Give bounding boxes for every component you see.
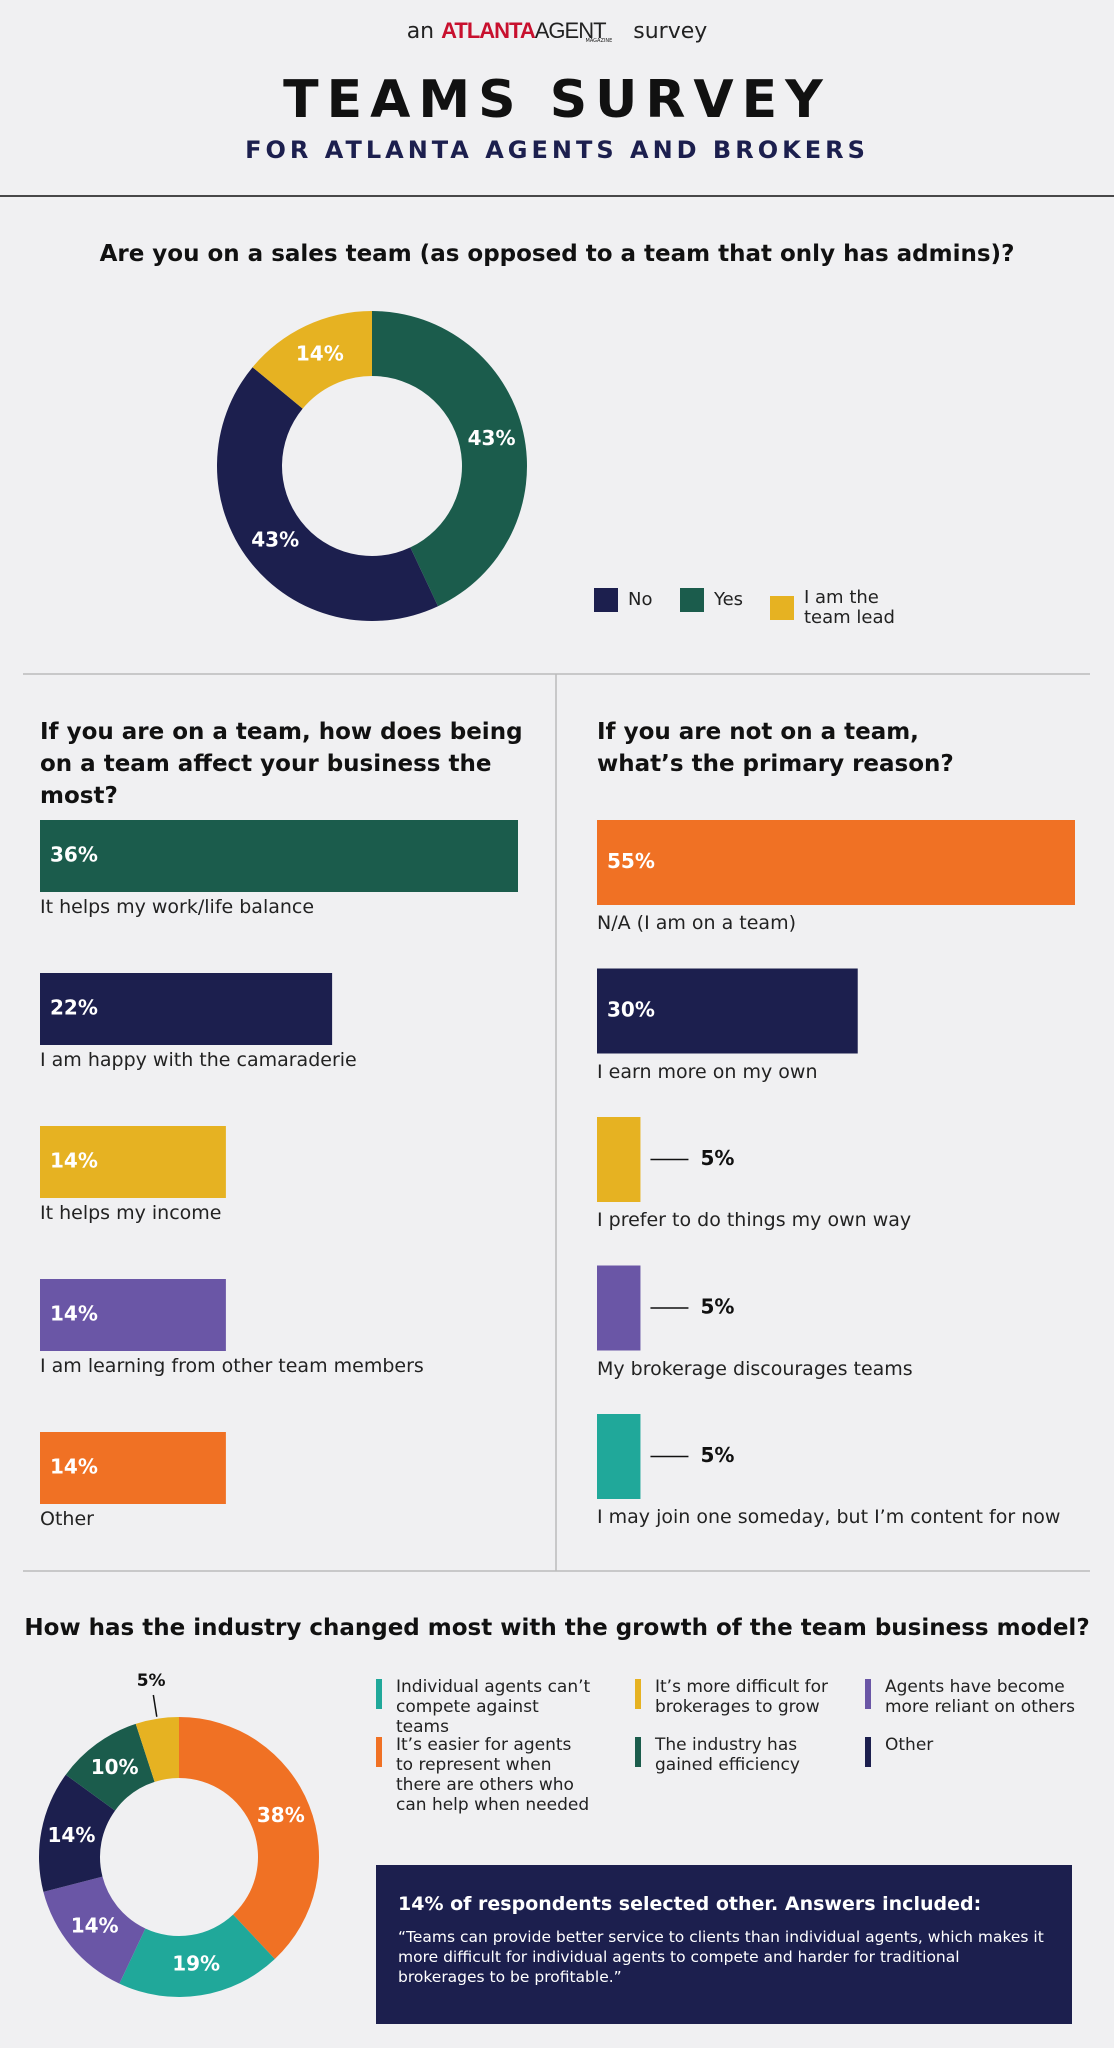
value-label: 14% bbox=[48, 1823, 96, 1847]
value-label: 14% bbox=[50, 1149, 98, 1173]
legend-label: Other bbox=[885, 1735, 934, 1755]
bar bbox=[597, 1414, 641, 1499]
legend-label: The industry has gained efficiency bbox=[655, 1735, 800, 1775]
legend-item: Other bbox=[865, 1735, 1080, 1767]
donut-segment bbox=[135, 1717, 179, 1782]
suffix: survey bbox=[633, 19, 708, 44]
value-label: 5% bbox=[700, 1443, 734, 1467]
category-label: I am happy with the camaraderie bbox=[40, 1049, 357, 1071]
brand: ATLANTA bbox=[441, 18, 536, 43]
category-label: I earn more on my own bbox=[597, 1060, 818, 1083]
value-label: 5% bbox=[700, 1295, 734, 1319]
chart-title: If you are not on a team, what’s the pri… bbox=[597, 719, 954, 777]
value-label: 14% bbox=[71, 1913, 119, 1937]
donut-segment bbox=[119, 1914, 275, 1998]
category-label: It helps my income bbox=[40, 1202, 222, 1224]
legend-label: No bbox=[628, 589, 653, 610]
bar bbox=[597, 1117, 641, 1202]
legend-item: I am the team lead bbox=[770, 588, 904, 628]
chart-title: How has the industry changed most with t… bbox=[24, 1615, 1090, 1641]
donut-segment bbox=[43, 1876, 146, 1984]
donut-segment bbox=[252, 311, 372, 409]
donut-segment bbox=[217, 367, 438, 621]
value-label: 43% bbox=[251, 528, 299, 552]
category-label: My brokerage discourages teams bbox=[597, 1357, 913, 1380]
chart-title: Are you on a sales team (as opposed to a… bbox=[99, 241, 1015, 267]
legend-swatch bbox=[770, 596, 794, 620]
legend-item: The industry has gained efficiency bbox=[635, 1735, 850, 1775]
bar bbox=[40, 973, 333, 1045]
value-label: 38% bbox=[257, 1803, 305, 1827]
brand: AGENT bbox=[534, 18, 607, 43]
legend-item: No bbox=[594, 588, 652, 612]
legend-item: It’s easier for agents to represent when… bbox=[376, 1735, 591, 1815]
brand-line: an ATLANTAAGENTMAGAZINE survey bbox=[0, 18, 1114, 44]
value-label: 36% bbox=[50, 843, 98, 867]
legend-label: I am the team lead bbox=[804, 587, 895, 628]
legend-item: Individual agents can’t compete against … bbox=[376, 1677, 591, 1737]
legend-label: Agents have become more reliant on other… bbox=[885, 1677, 1075, 1717]
legend-label: Yes bbox=[714, 589, 744, 610]
value-label: 5% bbox=[700, 1146, 734, 1170]
category-label: Other bbox=[40, 1508, 94, 1530]
legend-swatch bbox=[680, 588, 704, 612]
category-label: I am learning from other team members bbox=[40, 1355, 424, 1377]
legend-item: Yes bbox=[680, 588, 743, 612]
legend-swatch bbox=[865, 1737, 871, 1767]
legend-swatch bbox=[376, 1679, 382, 1709]
legend-label: It’s more difficult for brokerages to gr… bbox=[655, 1677, 829, 1717]
donut-segment bbox=[65, 1723, 155, 1811]
legend-swatch bbox=[594, 588, 618, 612]
value-label: 5% bbox=[137, 1671, 166, 1691]
bar bbox=[40, 1279, 226, 1351]
value-label: 19% bbox=[172, 1952, 220, 1976]
value-label: 22% bbox=[50, 996, 98, 1020]
chart-title: If you are on a team, how does being on … bbox=[40, 719, 523, 809]
note-box: 14% of respondents selected other. Answe… bbox=[376, 1865, 1072, 2024]
donut-segment bbox=[38, 1774, 116, 1892]
bar bbox=[40, 820, 518, 892]
value-label: 14% bbox=[296, 342, 344, 366]
brand-tag: MAGAZINE bbox=[585, 38, 613, 44]
category-label: N/A (I am on a team) bbox=[597, 912, 796, 934]
value-label: 14% bbox=[50, 1302, 98, 1326]
donut-segment bbox=[179, 1717, 319, 1960]
prefix: an bbox=[406, 19, 435, 44]
note-title: 14% of respondents selected other. Answe… bbox=[398, 1893, 982, 1915]
category-label: I prefer to do things my own way bbox=[597, 1209, 912, 1231]
value-label: 55% bbox=[607, 849, 655, 873]
legend-swatch bbox=[635, 1679, 641, 1709]
bar bbox=[597, 820, 1075, 905]
bar bbox=[40, 1126, 226, 1198]
note-text: “Teams can provide better service to cli… bbox=[398, 1928, 1044, 1986]
bar bbox=[597, 968, 858, 1054]
donut-segment bbox=[372, 311, 527, 607]
bar bbox=[597, 1265, 641, 1351]
value-label: 30% bbox=[607, 998, 655, 1022]
bar bbox=[40, 1432, 226, 1504]
legend-item: It’s more difficult for brokerages to gr… bbox=[635, 1677, 850, 1717]
category-label: I may join one someday, but I’m content … bbox=[597, 1506, 1061, 1528]
category-label: It helps my work/life balance bbox=[40, 896, 315, 918]
legend-label: Individual agents can’t compete against … bbox=[396, 1677, 591, 1737]
page-subtitle: FOR ATLANTA AGENTS AND BROKERS bbox=[245, 136, 869, 164]
legend-item: Agents have become more reliant on other… bbox=[865, 1677, 1080, 1717]
value-label: 43% bbox=[468, 426, 516, 450]
value-label: 10% bbox=[91, 1755, 139, 1779]
leader-line bbox=[152, 1694, 158, 1717]
legend-swatch bbox=[635, 1737, 641, 1767]
legend-swatch bbox=[865, 1679, 871, 1709]
page-title: TEAMS SURVEY bbox=[283, 70, 831, 130]
legend-label: It’s easier for agents to represent when… bbox=[396, 1735, 590, 1815]
value-label: 14% bbox=[50, 1455, 98, 1479]
legend-swatch bbox=[376, 1737, 382, 1767]
